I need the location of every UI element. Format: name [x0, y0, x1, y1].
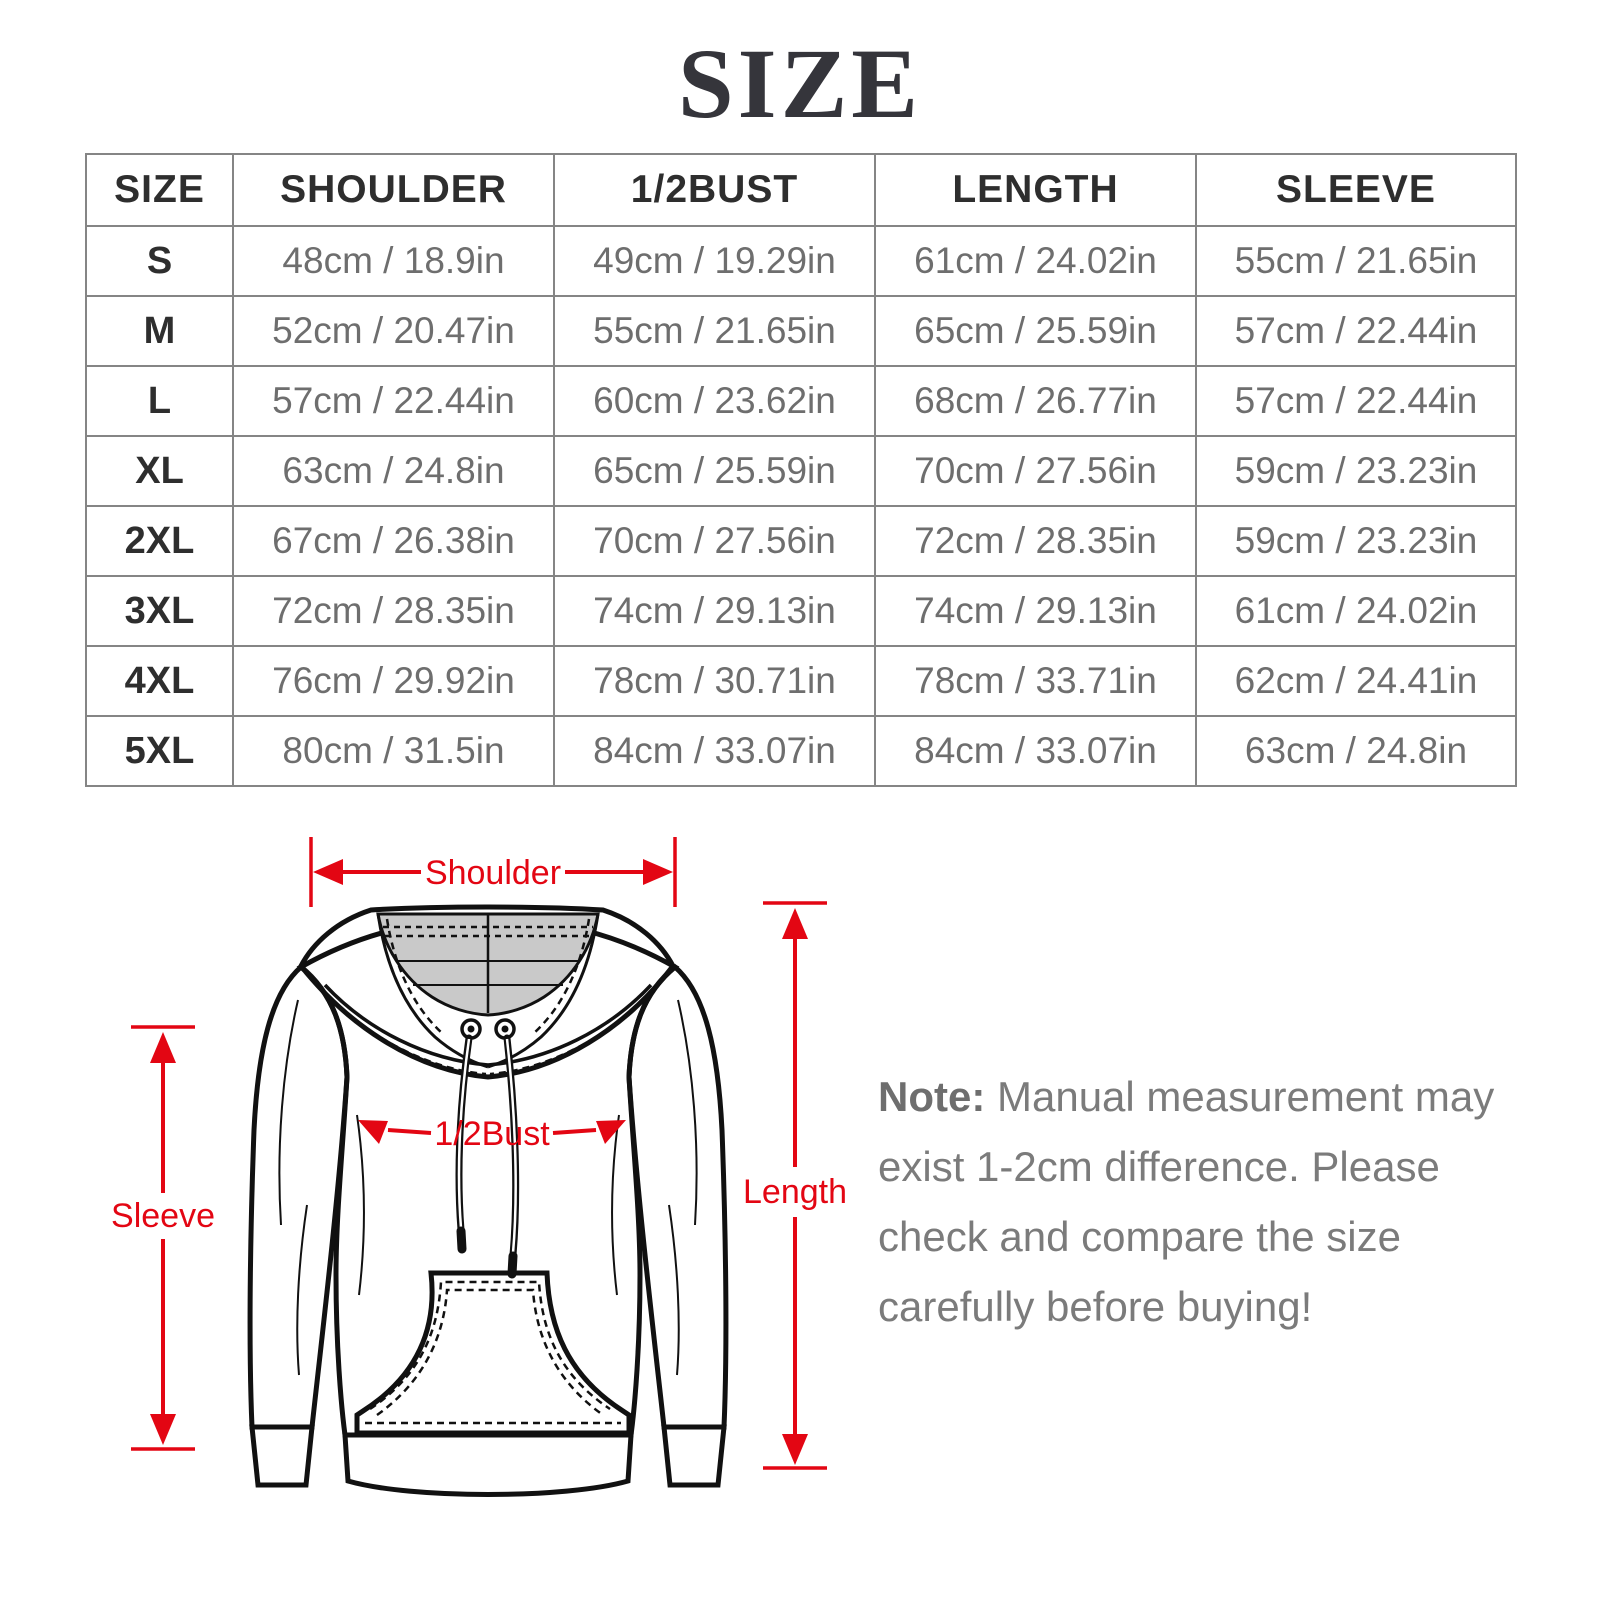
table-row: 5XL 80cm / 31.5in 84cm / 33.07in 84cm / … — [85, 715, 1517, 787]
sleeve-arrow — [131, 1025, 195, 1451]
pocket-stitch — [369, 1280, 611, 1411]
sleeve-cell: 61cm / 24.02in — [1195, 575, 1517, 647]
note-line: check and compare the size — [878, 1213, 1401, 1260]
length-cell: 65cm / 25.59in — [874, 295, 1197, 367]
bust-cell: 60cm / 23.62in — [553, 365, 876, 437]
shoulder-label: Shoulder — [425, 854, 561, 892]
bust-cell: 65cm / 25.59in — [553, 435, 876, 507]
note-line: carefully before buying! — [878, 1283, 1313, 1330]
header-sleeve: SLEEVE — [1195, 153, 1517, 227]
bust-cell: 78cm / 30.71in — [553, 645, 876, 717]
bust-cell: 55cm / 21.65in — [553, 295, 876, 367]
measurement-arrows — [131, 837, 827, 1470]
bust-cell: 49cm / 19.29in — [553, 225, 876, 297]
measurement-diagram: Shoulder 1/2Bust Sleeve Length — [111, 837, 847, 1497]
shoulder-cell: 57cm / 22.44in — [232, 365, 555, 437]
note-label: Note: — [878, 1073, 986, 1120]
fold-line — [296, 1204, 308, 1376]
shoulder-cell: 80cm / 31.5in — [232, 715, 555, 787]
length-cell: 84cm / 33.07in — [874, 715, 1197, 787]
fold-line — [278, 999, 299, 1226]
header-bust: 1/2BUST — [553, 153, 876, 227]
sleeve-cell: 63cm / 24.8in — [1195, 715, 1517, 787]
shoulder-arrow — [309, 837, 677, 907]
bust-cell: 74cm / 29.13in — [553, 575, 876, 647]
measurement-note: Note: Manual measurement may exist 1-2cm… — [878, 1062, 1498, 1342]
header-size: SIZE — [85, 153, 234, 227]
bust-arrow — [358, 1120, 626, 1144]
table-row: 2XL 67cm / 26.38in 70cm / 27.56in 72cm /… — [85, 505, 1517, 577]
pocket — [354, 1270, 632, 1436]
left-cuff — [249, 1424, 315, 1488]
length-cell: 61cm / 24.02in — [874, 225, 1197, 297]
table-row: L 57cm / 22.44in 60cm / 23.62in 68cm / 2… — [85, 365, 1517, 437]
shoulder-cell: 48cm / 18.9in — [232, 225, 555, 297]
size-cell: 5XL — [85, 715, 234, 787]
table-row: S 48cm / 18.9in 49cm / 19.29in 61cm / 24… — [85, 225, 1517, 297]
size-cell: 3XL — [85, 575, 234, 647]
length-label: Length — [743, 1173, 847, 1211]
measurement-labels: Shoulder 1/2Bust Sleeve Length — [111, 854, 847, 1235]
sleeve-cell: 57cm / 22.44in — [1195, 365, 1517, 437]
header-shoulder: SHOULDER — [232, 153, 555, 227]
drawstring-highlight — [505, 1038, 517, 1254]
size-table: SIZE SHOULDER 1/2BUST LENGTH SLEEVE S 48… — [85, 153, 1517, 787]
shoulder-cell: 63cm / 24.8in — [232, 435, 555, 507]
page-title: SIZE — [678, 28, 922, 139]
table-header-row: SIZE SHOULDER 1/2BUST LENGTH SLEEVE — [85, 153, 1517, 227]
table-row: XL 63cm / 24.8in 65cm / 25.59in 70cm / 2… — [85, 435, 1517, 507]
aglet — [507, 1251, 518, 1279]
sleeve-cell: 59cm / 23.23in — [1195, 435, 1517, 507]
header-length: LENGTH — [874, 153, 1197, 227]
size-cell: XL — [85, 435, 234, 507]
sleeve-cell: 55cm / 21.65in — [1195, 225, 1517, 297]
table-row: M 52cm / 20.47in 55cm / 21.65in 65cm / 2… — [85, 295, 1517, 367]
length-arrow — [763, 901, 827, 1470]
sleeve-label: Sleeve — [111, 1197, 215, 1235]
fold-line — [356, 1114, 365, 1296]
grommet-hole — [467, 1025, 475, 1033]
grommet-hole — [501, 1025, 509, 1033]
size-cell: 4XL — [85, 645, 234, 717]
length-cell: 70cm / 27.56in — [874, 435, 1197, 507]
hem-band — [342, 1432, 634, 1497]
fold-line — [677, 999, 698, 1226]
bust-cell: 84cm / 33.07in — [553, 715, 876, 787]
size-cell: 2XL — [85, 505, 234, 577]
collar-stitch — [532, 918, 591, 1035]
table-row: 4XL 76cm / 29.92in 78cm / 30.71in 78cm /… — [85, 645, 1517, 717]
drawstring-highlight — [457, 1038, 471, 1229]
shoulder-cell: 72cm / 28.35in — [232, 575, 555, 647]
fold-line — [611, 1114, 620, 1296]
length-cell: 74cm / 29.13in — [874, 575, 1197, 647]
note-line: exist 1-2cm difference. Please — [878, 1143, 1440, 1190]
sleeve-cell: 57cm / 22.44in — [1195, 295, 1517, 367]
hoodie-drawing — [247, 904, 729, 1497]
bust-cell: 70cm / 27.56in — [553, 505, 876, 577]
size-cell: L — [85, 365, 234, 437]
size-cell: M — [85, 295, 234, 367]
pocket-stitch — [376, 1288, 604, 1417]
shoulder-cell: 76cm / 29.92in — [232, 645, 555, 717]
note-line: Note: Manual measurement may — [878, 1073, 1495, 1120]
size-cell: S — [85, 225, 234, 297]
length-cell: 72cm / 28.35in — [874, 505, 1197, 577]
table-row: 3XL 72cm / 28.35in 74cm / 29.13in 74cm /… — [85, 575, 1517, 647]
right-cuff — [661, 1424, 727, 1488]
length-cell: 68cm / 26.77in — [874, 365, 1197, 437]
bust-label: 1/2Bust — [434, 1115, 550, 1153]
length-cell: 78cm / 33.71in — [874, 645, 1197, 717]
fold-line — [668, 1204, 680, 1376]
collar-stitch — [385, 918, 444, 1035]
aglet — [456, 1226, 467, 1254]
shoulder-cell: 67cm / 26.38in — [232, 505, 555, 577]
sleeve-cell: 62cm / 24.41in — [1195, 645, 1517, 717]
sleeve-cell: 59cm / 23.23in — [1195, 505, 1517, 577]
hood — [298, 904, 676, 1080]
shoulder-cell: 52cm / 20.47in — [232, 295, 555, 367]
